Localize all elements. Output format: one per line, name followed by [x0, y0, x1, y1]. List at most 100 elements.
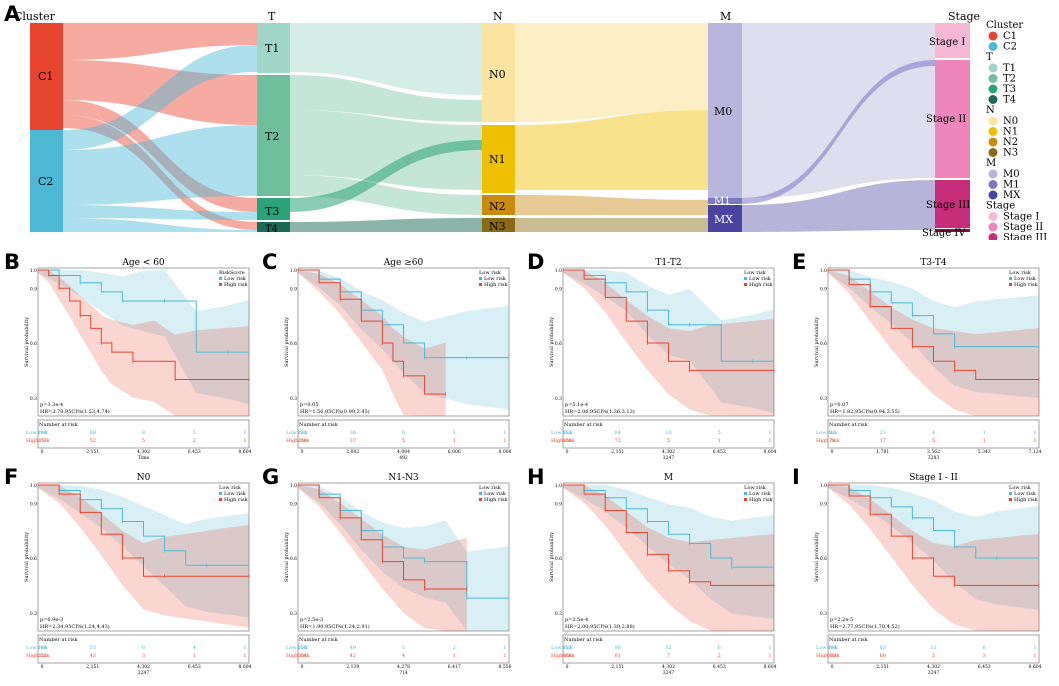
km-risk-count-low: 259 [297, 645, 307, 651]
legend-swatch [988, 84, 998, 94]
km-risk-count-high: 1 [243, 438, 246, 444]
km-title: Age < 60 [121, 258, 165, 268]
km-plot-frame [297, 267, 510, 417]
node-t2 [257, 75, 290, 196]
km-legend-low: Low risk [224, 276, 247, 282]
km-ylabel: Survival probability [24, 532, 30, 582]
km-plot-frame [562, 267, 775, 417]
km-ylabel: Survival probability [24, 317, 30, 367]
km-risk-count-low: 6 [718, 645, 721, 651]
km-panel-c: Age ≥60 Survival probability 1.0 0.9 0.6 0.3 L… [284, 258, 512, 461]
km-risk-count-high: 7 [667, 653, 670, 659]
legend-swatch [988, 74, 998, 83]
legend-swatch [988, 212, 998, 221]
km-risk-count-low: 8 [142, 430, 145, 436]
km-risk-count-high: 1 [1033, 438, 1036, 444]
km-risk-label-low: Low risk [286, 645, 309, 651]
km-ytick: 0.3 [555, 611, 562, 617]
km-ytick: 0.3 [820, 396, 827, 402]
legend-title-3: M [986, 158, 996, 169]
km-ytick: 0.6 [30, 556, 37, 562]
km-risk-count-low: 1 [768, 430, 771, 436]
km-xlabel: 714 [399, 670, 408, 676]
flow-c1-t2 [63, 60, 257, 125]
legend-swatch [988, 233, 998, 240]
km-ytick: 1.0 [30, 268, 37, 274]
km-xtick: 8,604 [764, 664, 777, 670]
km-hazard-ratio: HR=2.77,95CI%(1.70,4.52) [830, 623, 900, 630]
km-legend-swatch-low [744, 277, 747, 280]
legend-label: M0 [1003, 169, 1020, 180]
km-xtick: 2,151 [876, 664, 889, 670]
legend-swatch [988, 95, 998, 104]
legend-swatch [988, 63, 998, 73]
km-risk-table-frame [562, 634, 775, 664]
km-risk-count-low: 6 [142, 645, 145, 651]
km-hazard-ratio: HR=1.90,95CI%(1.24,2.91) [300, 623, 370, 630]
km-risk-table-frame [562, 419, 775, 449]
km-ytick: 0.9 [290, 286, 297, 292]
flow-m1-stage [742, 60, 935, 204]
km-xtick: 8,556 [499, 664, 512, 670]
km-pvalue: p=0.07 [830, 402, 849, 408]
km-ylabel: Survival probability [549, 532, 555, 582]
km-panel-b: Age < 60 Survival probability 1.0 0.9 0.6 0.3… [24, 258, 252, 461]
km-risk-label-low: Low risk [26, 430, 49, 436]
km-risk-count-high: 3 [142, 653, 145, 659]
km-legend-title: Low risk [744, 270, 767, 276]
km-risk-count-low: 6 [983, 645, 986, 651]
node-n0 [482, 23, 515, 122]
km-panel-i: Stage I - II Survival probability 1.0 0.9 0.… [814, 473, 1042, 676]
km-risk-table-title: Number at risk [564, 637, 604, 643]
km-pvalue: p=0.05 [300, 402, 319, 408]
km-xlabel: 3247 [138, 670, 150, 676]
km-legend-title: Low risk [744, 485, 767, 491]
km-risk-count-high: 78 [829, 438, 835, 444]
panel-label-e: E [792, 250, 807, 274]
km-xtick: 2,151 [611, 449, 624, 455]
km-xtick: 6,453 [978, 664, 991, 670]
km-risk-count-high: 17 [880, 438, 886, 444]
col-header-n: N [493, 10, 503, 23]
km-xtick: 6,453 [188, 664, 201, 670]
km-ytick: 1.0 [820, 268, 827, 274]
km-legend-swatch-high [479, 283, 482, 286]
km-risk-label-low: Low risk [26, 645, 49, 651]
km-ytick: 0.6 [290, 341, 297, 347]
legend-label: C2 [1003, 42, 1017, 53]
node-label-t3: T3 [265, 205, 279, 218]
km-risk-table-frame [827, 419, 1040, 449]
km-xtick: 3,562 [927, 449, 940, 455]
km-ylabel: Survival probability [549, 317, 555, 367]
km-plot-frame [827, 267, 1040, 417]
km-risk-count-high: 1 [193, 653, 196, 659]
km-risk-count-high: 1 [768, 653, 771, 659]
km-xtick: 6,417 [448, 664, 461, 670]
km-risk-count-low: 231 [297, 430, 307, 436]
km-legend-low: Low risk [749, 491, 772, 497]
km-xtick: 8,604 [764, 449, 777, 455]
km-risk-label-high: High risk [286, 438, 311, 444]
flow-n1-m0 [515, 110, 708, 190]
km-xtick: 4,004 [397, 449, 410, 455]
km-risk-count-high: 239 [297, 438, 307, 444]
km-xtick: 4,302 [662, 449, 675, 455]
km-title: Stage I - II [909, 473, 958, 483]
km-risk-label-low: Low risk [816, 645, 839, 651]
km-risk-label-low: Low risk [551, 430, 574, 436]
km-risk-table-title: Number at risk [39, 637, 79, 643]
km-risk-count-high: 1 [983, 438, 986, 444]
node-label-t1: T1 [265, 42, 279, 55]
km-legend-swatch-low [219, 277, 222, 280]
km-xtick: 1,781 [876, 449, 889, 455]
km-risk-count-high: 2 [193, 438, 196, 444]
km-legend-low: Low risk [484, 491, 507, 497]
km-plot-frame [827, 482, 1040, 632]
km-risk-label-high: High risk [551, 438, 576, 444]
km-hazard-ratio: HR=2.06,95CI%(1.36,3.13) [565, 408, 635, 415]
km-ytick: 0.6 [290, 556, 297, 562]
km-xlabel: Time [138, 455, 150, 461]
km-xtick: 2,002 [346, 449, 359, 455]
km-risk-table-title: Number at risk [39, 422, 79, 428]
km-risk-count-low: 394 [827, 645, 837, 651]
